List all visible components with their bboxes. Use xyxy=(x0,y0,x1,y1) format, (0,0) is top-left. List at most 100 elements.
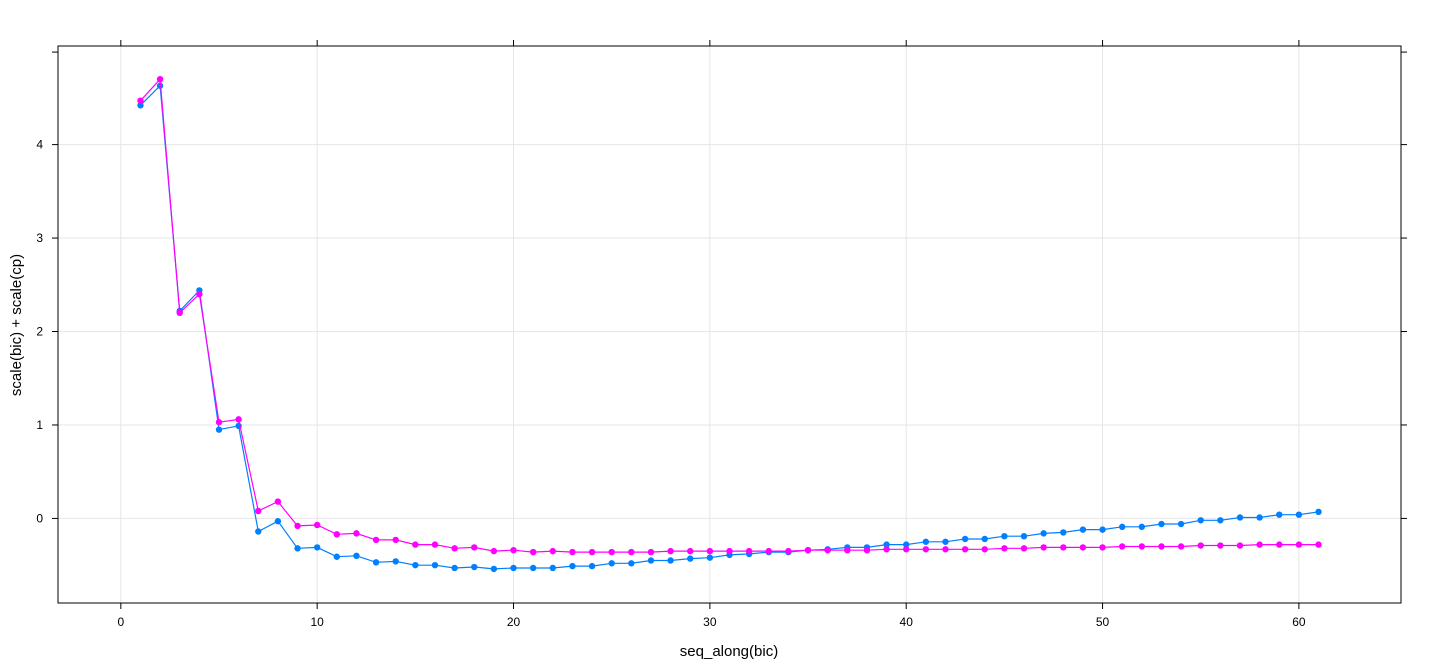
grid xyxy=(58,46,1401,603)
data-point xyxy=(255,528,262,535)
data-point xyxy=(353,530,360,537)
data-point xyxy=(1276,511,1283,518)
data-point xyxy=(922,538,930,545)
data-point xyxy=(137,97,144,104)
data-point xyxy=(1217,517,1224,524)
data-point xyxy=(510,564,517,572)
data-point xyxy=(942,546,949,553)
data-point xyxy=(215,418,223,426)
data-point xyxy=(1079,526,1087,533)
data-point xyxy=(1060,544,1067,551)
data-point xyxy=(1099,526,1106,533)
data-point xyxy=(608,548,615,556)
data-point xyxy=(549,564,556,572)
data-point xyxy=(1177,543,1185,550)
x-tick-label: 0 xyxy=(117,615,124,629)
data-point xyxy=(647,557,655,564)
data-point xyxy=(667,557,674,564)
data-point xyxy=(510,546,517,554)
data-point xyxy=(431,561,439,569)
data-point xyxy=(431,541,439,548)
data-point xyxy=(1295,511,1303,518)
data-point xyxy=(1020,545,1028,552)
series-1 xyxy=(137,82,1322,573)
data-point xyxy=(176,309,183,317)
y-tick-label: 2 xyxy=(36,325,43,339)
data-point xyxy=(196,290,203,298)
x-tick-label: 30 xyxy=(703,615,717,629)
data-point xyxy=(745,547,753,555)
data-point xyxy=(471,563,478,571)
x-tick-label: 10 xyxy=(310,615,324,629)
data-point xyxy=(392,558,399,565)
data-point xyxy=(687,555,694,562)
data-point xyxy=(1236,514,1244,521)
data-point xyxy=(255,507,262,515)
x-axis-label: seq_along(bic) xyxy=(680,643,778,660)
data-point xyxy=(274,518,282,525)
data-point xyxy=(549,547,556,555)
data-point xyxy=(903,546,910,553)
data-point xyxy=(765,547,772,555)
data-point xyxy=(333,553,341,560)
data-point xyxy=(313,544,321,551)
x-tick-label: 20 xyxy=(507,615,521,629)
data-point xyxy=(412,561,419,569)
data-point xyxy=(1118,543,1126,550)
data-point xyxy=(313,521,321,529)
data-point xyxy=(333,531,341,538)
y-tick-label: 1 xyxy=(36,418,43,432)
data-point xyxy=(569,562,576,570)
data-point xyxy=(1040,544,1047,551)
data-point xyxy=(529,548,537,556)
series-2 xyxy=(137,75,1322,556)
data-point xyxy=(1197,517,1204,524)
data-point xyxy=(608,560,615,567)
data-point xyxy=(706,547,714,555)
y-axis-label: scale(bic) + scale(cp) xyxy=(8,254,25,396)
data-point xyxy=(961,535,969,543)
series-layer xyxy=(137,75,1322,573)
data-point xyxy=(628,560,635,567)
data-point xyxy=(883,541,890,548)
data-point xyxy=(372,536,380,544)
data-point xyxy=(137,102,144,109)
data-point xyxy=(647,548,655,556)
x-tick-label: 60 xyxy=(1292,615,1306,629)
data-point xyxy=(569,548,576,556)
data-point xyxy=(1099,544,1106,551)
data-point xyxy=(215,426,223,433)
plot-frame xyxy=(57,45,1402,604)
data-point xyxy=(883,546,890,553)
x-tick-label: 50 xyxy=(1096,615,1110,629)
data-point xyxy=(274,498,282,505)
data-point xyxy=(981,535,988,543)
data-point xyxy=(235,416,242,423)
data-point xyxy=(942,538,949,545)
data-point xyxy=(687,547,694,555)
data-point xyxy=(1315,541,1322,548)
data-point xyxy=(1138,543,1146,550)
data-point xyxy=(1138,523,1146,531)
data-point xyxy=(490,565,498,573)
data-point xyxy=(156,75,164,83)
data-point xyxy=(1020,532,1028,540)
data-point xyxy=(471,544,478,551)
y-tick-label: 4 xyxy=(36,138,43,152)
data-point xyxy=(1256,541,1263,548)
data-point xyxy=(353,552,360,560)
data-point xyxy=(1118,523,1126,531)
data-point xyxy=(1079,544,1087,551)
data-point xyxy=(1040,530,1047,537)
data-point xyxy=(628,548,635,556)
data-point xyxy=(844,546,851,554)
data-point xyxy=(785,547,792,555)
data-point xyxy=(451,564,458,572)
data-point xyxy=(667,547,674,555)
data-point xyxy=(1158,543,1165,550)
data-point xyxy=(490,547,498,555)
data-point xyxy=(706,554,714,561)
data-point xyxy=(1295,541,1303,548)
data-point xyxy=(922,546,930,553)
